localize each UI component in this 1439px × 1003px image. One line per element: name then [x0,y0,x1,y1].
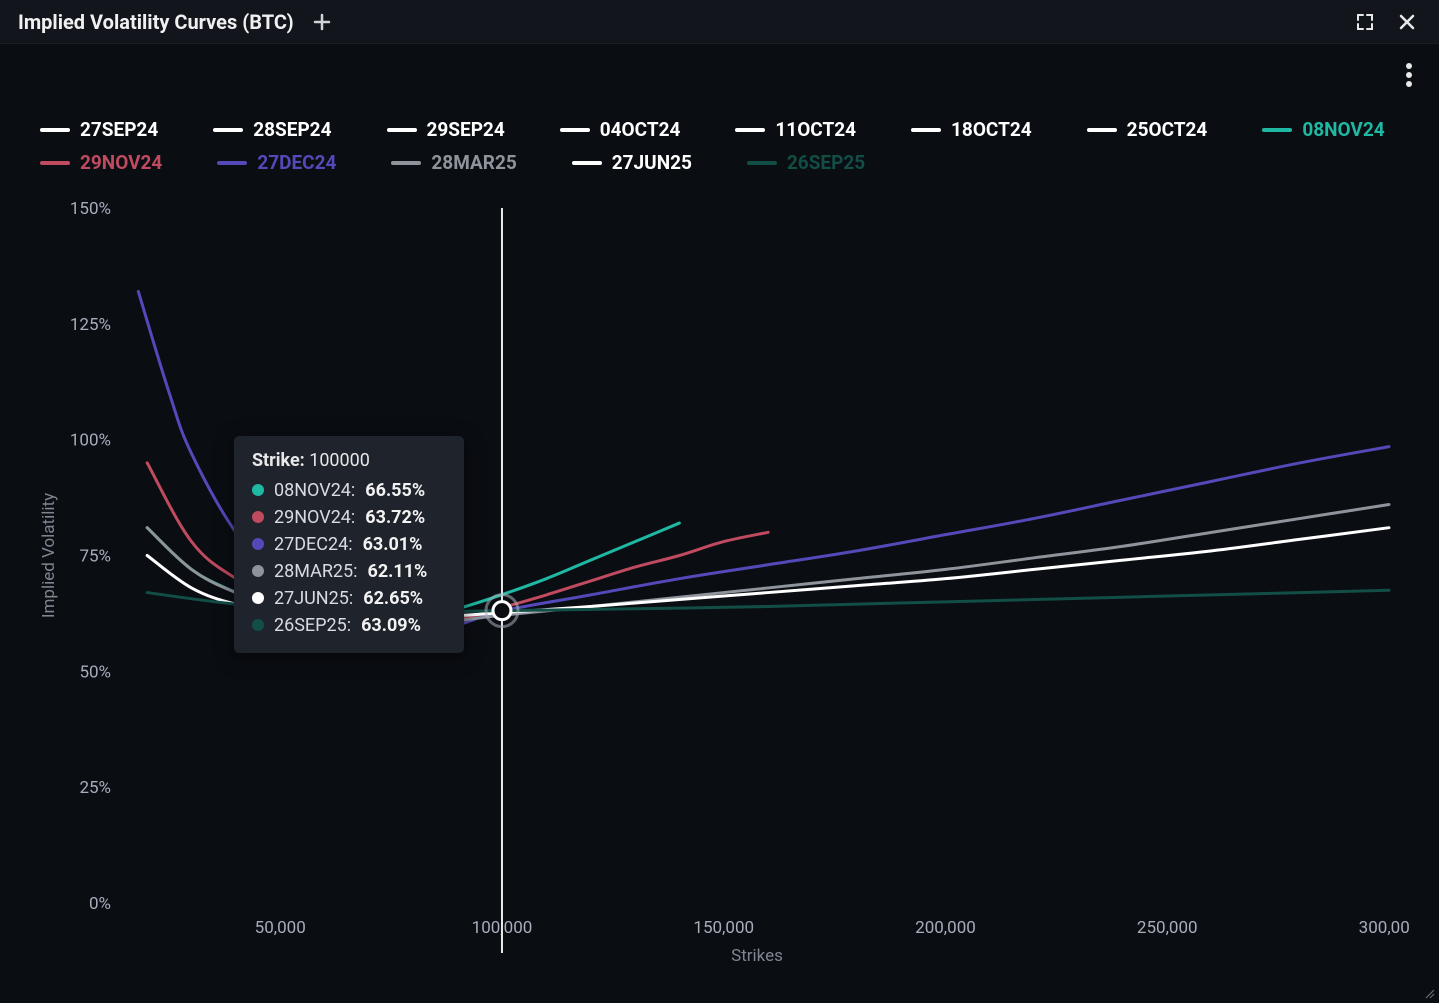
tooltip-dot [252,619,264,631]
y-tick-label: 125% [70,315,111,335]
tooltip-title-value: 100000 [309,450,370,471]
hover-marker [493,602,511,620]
tooltip-series-name: 26SEP25: [274,615,351,636]
tooltip-series-value: 62.11% [368,561,428,582]
legend-swatch [1262,128,1292,132]
add-button[interactable] [312,12,332,32]
tooltip-series-value: 62.65% [363,588,423,609]
legend-swatch [735,128,765,132]
legend-label: 28SEP24 [253,118,331,141]
x-tick-label: 300,000 [1359,918,1409,938]
panel-title: Implied Volatility Curves (BTC) [18,10,294,34]
legend-swatch [560,128,590,132]
legend-item-26sep25[interactable]: 26SEP25 [747,151,865,174]
x-tick-label: 250,000 [1137,918,1198,938]
legend-label: 27SEP24 [80,118,158,141]
legend-swatch [572,161,602,165]
tooltip-row: 29NOV24: 63.72% [252,504,446,531]
legend-label: 11OCT24 [775,118,856,141]
titlebar: Implied Volatility Curves (BTC) [0,0,1439,44]
close-icon [1397,12,1417,32]
y-tick-label: 75% [79,547,111,567]
tooltip: Strike: 100000 08NOV24: 66.55%29NOV24: 6… [234,436,464,653]
legend-item-18oct24[interactable]: 18OCT24 [911,118,1032,141]
tooltip-row: 27JUN25: 62.65% [252,585,446,612]
x-axis-label: Strikes [731,946,783,966]
legend-swatch [391,161,421,165]
legend-item-27sep24[interactable]: 27SEP24 [40,118,158,141]
y-axis-label: Implied Volatility [39,493,59,618]
tooltip-row: 26SEP25: 63.09% [252,612,446,639]
legend-label: 25OCT24 [1127,118,1208,141]
legend-swatch [387,128,417,132]
chart-area: 27SEP24 28SEP24 29SEP24 04OCT24 11OCT24 18OCT… [0,92,1439,1003]
tooltip-series-name: 08NOV24: [274,480,355,501]
legend-item-28mar25[interactable]: 28MAR25 [391,151,516,174]
legend-item-27jun25[interactable]: 27JUN25 [572,151,692,174]
tooltip-dot [252,592,264,604]
menu-row [0,44,1439,92]
fullscreen-icon [1355,12,1375,32]
legend-swatch [217,161,247,165]
tooltip-dot [252,484,264,496]
volatility-panel: Implied Volatility Curves (BTC) [0,0,1439,1003]
tooltip-series-name: 28MAR25: [274,561,358,582]
tooltip-series-name: 27JUN25: [274,588,353,609]
y-tick-label: 25% [79,778,111,798]
tooltip-series-name: 27DEC24: [274,534,353,555]
legend-label: 27JUN25 [612,151,692,174]
legend-item-11oct24[interactable]: 11OCT24 [735,118,856,141]
legend-label: 08NOV24 [1302,118,1384,141]
legend-swatch [40,128,70,132]
legend-item-25oct24[interactable]: 25OCT24 [1087,118,1208,141]
legend-label: 29SEP24 [427,118,505,141]
x-tick-label: 150,000 [693,918,754,938]
legend-item-08nov24[interactable]: 08NOV24 [1262,118,1384,141]
close-button[interactable] [1393,8,1421,36]
more-menu-button[interactable] [1405,62,1413,88]
y-tick-label: 50% [79,662,111,682]
y-tick-label: 150% [70,199,111,219]
y-tick-label: 100% [70,431,111,451]
legend-item-27dec24[interactable]: 27DEC24 [217,151,336,174]
tooltip-series-value: 66.55% [365,480,425,501]
chart-plot[interactable]: 0%25%50%75%100%125%150%50,000100,000150,… [30,198,1409,973]
tooltip-series-value: 63.72% [365,507,425,528]
x-tick-label: 200,000 [915,918,976,938]
legend-label: 04OCT24 [600,118,681,141]
tooltip-dot [252,511,264,523]
tooltip-title-label: Strike: [252,450,305,471]
legend-item-29sep24[interactable]: 29SEP24 [387,118,505,141]
x-tick-label: 50,000 [255,918,306,938]
legend-label: 28MAR25 [431,151,516,174]
resize-icon [1417,981,1435,999]
tooltip-row: 28MAR25: 62.11% [252,558,446,585]
tooltip-series-value: 63.01% [363,534,423,555]
legend-label: 29NOV24 [80,151,162,174]
tooltip-row: 27DEC24: 63.01% [252,531,446,558]
legend-swatch [747,161,777,165]
tooltip-series-name: 29NOV24: [274,507,355,528]
tooltip-series-value: 63.09% [361,615,421,636]
legend-swatch [213,128,243,132]
legend: 27SEP24 28SEP24 29SEP24 04OCT24 11OCT24 18OCT… [30,108,1409,198]
legend-label: 18OCT24 [951,118,1032,141]
legend-swatch [911,128,941,132]
legend-swatch [40,161,70,165]
legend-label: 27DEC24 [257,151,336,174]
legend-item-28sep24[interactable]: 28SEP24 [213,118,331,141]
y-tick-label: 0% [89,894,111,914]
kebab-icon [1405,62,1413,88]
tooltip-dot [252,565,264,577]
fullscreen-button[interactable] [1351,8,1379,36]
tooltip-row: 08NOV24: 66.55% [252,477,446,504]
tooltip-dot [252,538,264,550]
resize-handle[interactable] [1417,981,1435,999]
legend-item-04oct24[interactable]: 04OCT24 [560,118,681,141]
legend-label: 26SEP25 [787,151,865,174]
legend-item-29nov24[interactable]: 29NOV24 [40,151,162,174]
legend-swatch [1087,128,1117,132]
plus-icon [312,12,332,32]
